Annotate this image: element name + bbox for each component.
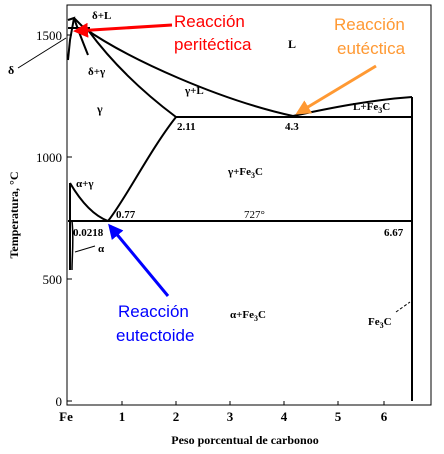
y-tick-label: 1500 [36, 28, 62, 43]
alpha-leader [74, 245, 96, 253]
phase-label-delta: δ [8, 63, 14, 77]
phase-label-fe3c: Fe3C [368, 316, 392, 330]
phase-label-gamma-fe3c: γ+Fe3C [227, 166, 263, 180]
x-tick-label: 4 [281, 409, 288, 424]
y-tick-label: 1000 [36, 150, 62, 165]
point-label-2-11: 2.11 [177, 121, 196, 133]
x-axis-ticks [121, 401, 385, 405]
eutectoid-annotation-line1: Reacción [118, 302, 189, 321]
phase-label-alpha: α [98, 243, 105, 255]
delta-leader [17, 37, 67, 69]
point-label-6-67: 6.67 [384, 227, 404, 239]
fe3c-leader [395, 301, 411, 313]
y-tick-label: 0 [56, 394, 63, 409]
x-tick-label: 2 [173, 409, 180, 424]
plot-frame [66, 4, 432, 406]
phase-label-alpha-gamma: α+γ [76, 178, 94, 190]
point-label-0-77: 0.77 [116, 209, 136, 221]
phase-label-l: L [288, 37, 296, 51]
phase-label-delta-gamma: δ+γ [88, 66, 105, 78]
peritectic-arrow [73, 22, 173, 38]
x-tick-label: 1 [119, 409, 126, 424]
eutectic-annotation-line1: Reacción [334, 15, 405, 34]
phase-label-gamma: γ [96, 102, 103, 116]
x-tick-label: 3 [227, 409, 234, 424]
point-label-4-3: 4.3 [285, 121, 299, 133]
y-tick-label: 500 [43, 272, 63, 287]
a3-line [69, 182, 109, 222]
x-tick-label: Fe [59, 409, 73, 424]
x-axis-title: Peso porcentual de carbonoo [171, 433, 318, 447]
phase-label-l-fe3c: L+Fe3C [353, 101, 390, 115]
phase-label-gamma-l: γ+L [184, 85, 204, 97]
eutectoid-arrow [108, 223, 170, 297]
peritectic-annotation-line1: Reacción [174, 12, 245, 31]
solidus [87, 29, 177, 118]
delta-boundary [67, 16, 76, 61]
y-axis-title: Temperatura, °C [7, 171, 21, 258]
peritectic-annotation-line2: peritéctica [174, 35, 252, 54]
eutectic-arrow [295, 64, 377, 115]
phase-label-alpha-fe3c: α+Fe3C [230, 309, 266, 323]
liquidus-left [73, 17, 294, 117]
eutectic-annotation-line2: eutéctica [337, 39, 406, 58]
point-label-727: 727° [244, 209, 265, 221]
phase-label-delta-l: δ+L [92, 10, 111, 22]
solvus-alpha [71, 220, 74, 271]
eutectoid-annotation-line2: eutectoide [116, 326, 194, 345]
point-label-0-0218: 0.0218 [73, 227, 104, 239]
delta-gamma-boundary [73, 17, 89, 56]
x-tick-label: 5 [335, 409, 342, 424]
acm-line [107, 116, 177, 222]
x-tick-label: 6 [381, 409, 388, 424]
